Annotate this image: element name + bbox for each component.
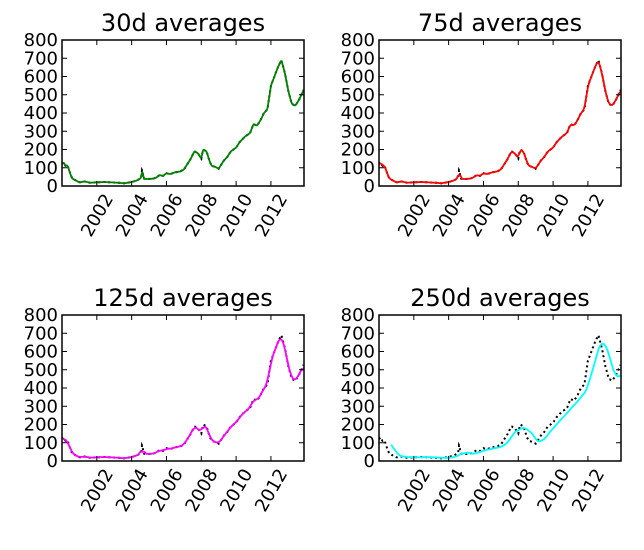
y-tick-label: 800 [24,305,58,326]
chart-title: 250d averages [410,284,589,312]
y-tick-label: 600 [24,342,58,363]
x-tick-label: 2010 [216,190,257,240]
y-tick-label: 100 [24,158,58,179]
axes-frame [378,39,622,187]
x-tick-label: 2004 [112,190,153,240]
x-tick-label: 2002 [77,465,118,515]
x-tick-label: 2010 [533,465,574,515]
chart-title: 125d averages [93,284,272,312]
y-tick-label: 300 [24,396,58,417]
moving-average-line [62,338,304,459]
moving-average-line [390,342,621,459]
y-tick-label: 600 [341,67,375,88]
x-tick-label: 2002 [394,465,435,515]
x-tick-label: 2004 [429,465,470,515]
plot-area [62,57,304,185]
plot-area [379,57,621,185]
y-tick-label: 700 [341,323,375,344]
x-tick-label: 2008 [181,190,222,240]
y-tick-label: 500 [24,360,58,381]
x-tick-label: 2006 [147,465,188,515]
x-tick-label: 2012 [251,190,292,240]
x-tick-label: 2012 [251,465,292,515]
y-tick-label: 800 [341,30,375,51]
x-tick-label: 2008 [498,190,539,240]
x-tick-label: 2008 [181,465,222,515]
axes-frame [61,314,305,462]
price-series-line [62,332,304,460]
axes-frame [378,314,622,462]
y-tick-label: 200 [341,415,375,436]
y-tick-label: 800 [24,30,58,51]
moving-average-line [62,60,304,185]
y-tick-label: 100 [24,433,58,454]
y-tick-label: 300 [341,121,375,142]
y-tick-label: 700 [24,48,58,69]
price-series-line [62,57,304,185]
y-tick-label: 700 [341,48,375,69]
y-tick-label: 500 [341,85,375,106]
y-tick-label: 400 [24,378,58,399]
plot-area [379,332,621,460]
y-tick-label: 200 [24,140,58,161]
y-tick-label: 500 [341,360,375,381]
plot-area [62,332,304,460]
price-series-line [379,57,621,185]
y-tick-label: 600 [24,67,58,88]
y-tick-label: 0 [364,451,375,472]
x-tick-label: 2004 [429,190,470,240]
x-tick-label: 2010 [533,190,574,240]
x-tick-label: 2008 [498,465,539,515]
y-tick-label: 100 [341,433,375,454]
y-tick-label: 400 [341,378,375,399]
y-tick-label: 800 [341,305,375,326]
x-tick-label: 2006 [464,465,505,515]
y-tick-label: 600 [341,342,375,363]
y-tick-label: 0 [364,176,375,197]
y-tick-label: 500 [24,85,58,106]
x-tick-label: 2006 [464,190,505,240]
y-tick-label: 0 [47,451,58,472]
x-tick-label: 2002 [394,190,435,240]
x-tick-label: 2012 [568,465,609,515]
y-tick-label: 200 [24,415,58,436]
x-tick-label: 2006 [147,190,188,240]
chart-title: 30d averages [101,9,265,37]
y-tick-label: 700 [24,323,58,344]
x-tick-label: 2012 [568,190,609,240]
x-tick-label: 2002 [77,190,118,240]
chart-title: 75d averages [418,9,582,37]
y-tick-label: 0 [47,176,58,197]
y-tick-label: 400 [24,103,58,124]
y-tick-label: 300 [24,121,58,142]
price-series-line [379,332,621,460]
y-tick-label: 400 [341,103,375,124]
y-tick-label: 100 [341,158,375,179]
y-tick-label: 200 [341,140,375,161]
axes-frame [61,39,305,187]
moving-average-line [379,61,621,185]
y-tick-label: 300 [341,396,375,417]
x-tick-label: 2004 [112,465,153,515]
x-tick-label: 2010 [216,465,257,515]
